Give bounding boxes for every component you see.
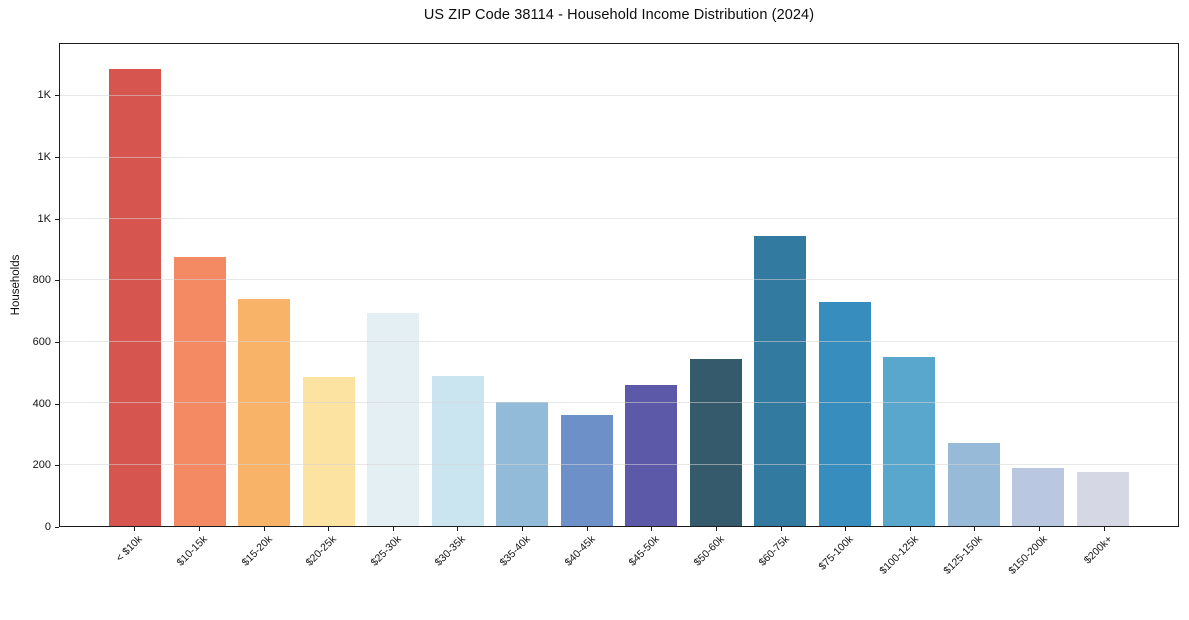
y-tick: [55, 527, 59, 528]
bar-slot: [232, 44, 297, 526]
x-tick: [781, 527, 782, 531]
bar: [947, 443, 1000, 526]
x-tick: [716, 527, 717, 531]
y-tick: [55, 157, 59, 158]
y-tick-label: 0: [44, 521, 51, 533]
x-tick: [1039, 527, 1040, 531]
bar: [302, 377, 355, 526]
bar: [431, 375, 484, 526]
x-tick: [264, 527, 265, 531]
x-tick: [910, 527, 911, 531]
y-tick-label: 1K: [37, 151, 51, 163]
bar-slot: [555, 44, 620, 526]
bar-slot: [748, 44, 813, 526]
y-tick-label: 600: [32, 336, 51, 348]
bar-slot: [297, 44, 362, 526]
bar: [109, 68, 162, 526]
x-tick: [522, 527, 523, 531]
x-tick: [134, 527, 135, 531]
y-tick: [55, 280, 59, 281]
y-tick: [55, 95, 59, 96]
y-tick: [55, 219, 59, 220]
y-tick-label: 1K: [37, 213, 51, 225]
bar-slot: [942, 44, 1007, 526]
bar: [496, 401, 549, 526]
y-tick: [55, 342, 59, 343]
x-tick: [651, 527, 652, 531]
bar-slot: [877, 44, 942, 526]
x-tick: [974, 527, 975, 531]
bar: [560, 415, 613, 526]
figure: US ZIP Code 38114 - Household Income Dis…: [10, 7, 1179, 577]
bar-slot: [813, 44, 878, 526]
bar: [754, 235, 807, 526]
x-tick: [845, 527, 846, 531]
bar: [1012, 467, 1065, 526]
y-tick: [55, 404, 59, 405]
x-tick: [199, 527, 200, 531]
bar: [625, 384, 678, 526]
y-tick-label: 400: [32, 398, 51, 410]
bar: [818, 301, 871, 526]
bar: [1076, 472, 1129, 526]
y-tick-label: 800: [32, 274, 51, 286]
bar: [238, 298, 291, 526]
x-tick: [587, 527, 588, 531]
bar-slot: [684, 44, 749, 526]
bar-slot: [103, 44, 168, 526]
bar-slot: [361, 44, 426, 526]
chart-title: US ZIP Code 38114 - Household Income Dis…: [423, 7, 815, 23]
bar: [689, 358, 742, 526]
bar: [173, 257, 226, 526]
y-tick-label: 200: [32, 459, 51, 471]
x-tick: [328, 527, 329, 531]
y-tick-label: 1K: [37, 89, 51, 101]
plot-area: [59, 43, 1179, 527]
bar-slot: [1071, 44, 1136, 526]
bars-row: [60, 44, 1178, 526]
bar: [883, 357, 936, 526]
x-tick: [457, 527, 458, 531]
bar: [367, 312, 420, 526]
y-tick: [55, 465, 59, 466]
bar-slot: [619, 44, 684, 526]
x-tick: [393, 527, 394, 531]
bar-slot: [490, 44, 555, 526]
bar-slot: [426, 44, 491, 526]
x-tick: [1104, 527, 1105, 531]
bar-slot: [168, 44, 233, 526]
bar-slot: [1006, 44, 1071, 526]
